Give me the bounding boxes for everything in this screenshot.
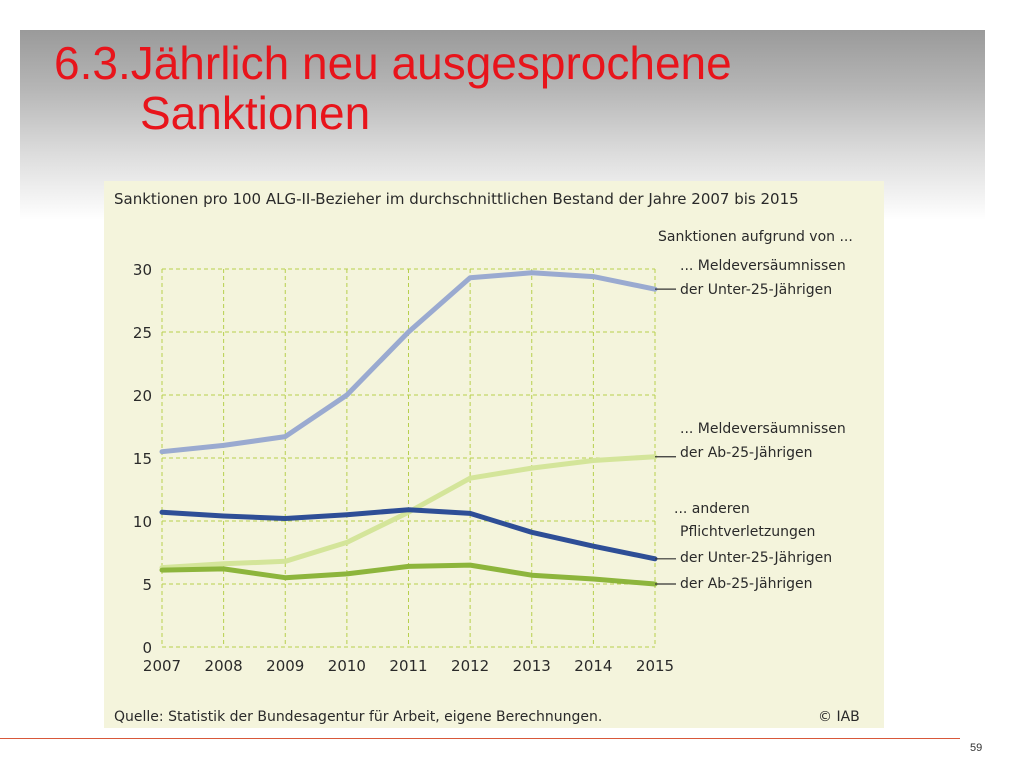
- copyright-note: © IAB: [818, 709, 860, 725]
- legend-group-label-1: Pflichtverletzungen: [680, 524, 815, 540]
- series-line-3: [159, 562, 658, 587]
- legend-group-label-0: ... anderen: [674, 501, 750, 517]
- chart-panel: Sanktionen pro 100 ALG-II-Bezieher im du…: [104, 181, 884, 728]
- chart-series: [159, 270, 658, 587]
- y-tick-label-4: 20: [133, 387, 152, 405]
- slide-title: 6.3.Jährlich neu ausgesprochene Sanktione…: [54, 38, 732, 138]
- footer-rule: [0, 738, 960, 739]
- x-tick-label-8: 2015: [636, 657, 674, 675]
- legend-label-1-line-1: der Ab-25-Jährigen: [680, 445, 812, 461]
- x-tick-label-3: 2010: [328, 657, 366, 675]
- x-tick-label-5: 2012: [451, 657, 489, 675]
- legend-label-2-line-0: der Unter-25-Jährigen: [680, 550, 832, 566]
- chart-legend: Sanktionen aufgrund von ... ... Meldever…: [655, 229, 853, 592]
- title-line-2: Sanktionen: [140, 87, 371, 139]
- series-line-0: [159, 270, 658, 455]
- line-chart: Sanktionen pro 100 ALG-II-Bezieher im du…: [114, 190, 860, 725]
- x-tick-label-1: 2008: [205, 657, 243, 675]
- legend-label-0-line-0: ... Meldeversäumnissen: [680, 258, 846, 274]
- chart-grid: [161, 268, 656, 648]
- y-axis-ticks: 0 5 10 15 20 25 30: [133, 261, 152, 657]
- series-line-2: [159, 507, 658, 562]
- y-tick-label-0: 0: [142, 639, 152, 657]
- y-tick-label-5: 25: [133, 324, 152, 342]
- y-tick-label-2: 10: [133, 513, 152, 531]
- y-tick-label-3: 15: [133, 450, 152, 468]
- page-number: 59: [970, 742, 983, 754]
- title-line-1: 6.3.Jährlich neu ausgesprochene: [54, 37, 732, 89]
- x-tick-label-7: 2014: [574, 657, 612, 675]
- legend-title: Sanktionen aufgrund von ...: [658, 229, 853, 245]
- x-tick-label-2: 2009: [266, 657, 304, 675]
- y-tick-label-6: 30: [133, 261, 152, 279]
- chart-title: Sanktionen pro 100 ALG-II-Bezieher im du…: [114, 190, 799, 208]
- x-tick-label-0: 2007: [143, 657, 181, 675]
- legend-label-3-line-0: der Ab-25-Jährigen: [680, 576, 812, 592]
- legend-label-0-line-1: der Unter-25-Jährigen: [680, 282, 832, 298]
- legend-label-1-line-0: ... Meldeversäumnissen: [680, 421, 846, 437]
- x-tick-label-4: 2011: [389, 657, 427, 675]
- x-axis-ticks: 2007 2008 2009 2010 2011 2012 2013 2014 2015: [143, 657, 674, 675]
- y-tick-label-1: 5: [142, 576, 152, 594]
- x-tick-label-6: 2013: [513, 657, 551, 675]
- source-note: Quelle: Statistik der Bundesagentur für …: [114, 709, 602, 725]
